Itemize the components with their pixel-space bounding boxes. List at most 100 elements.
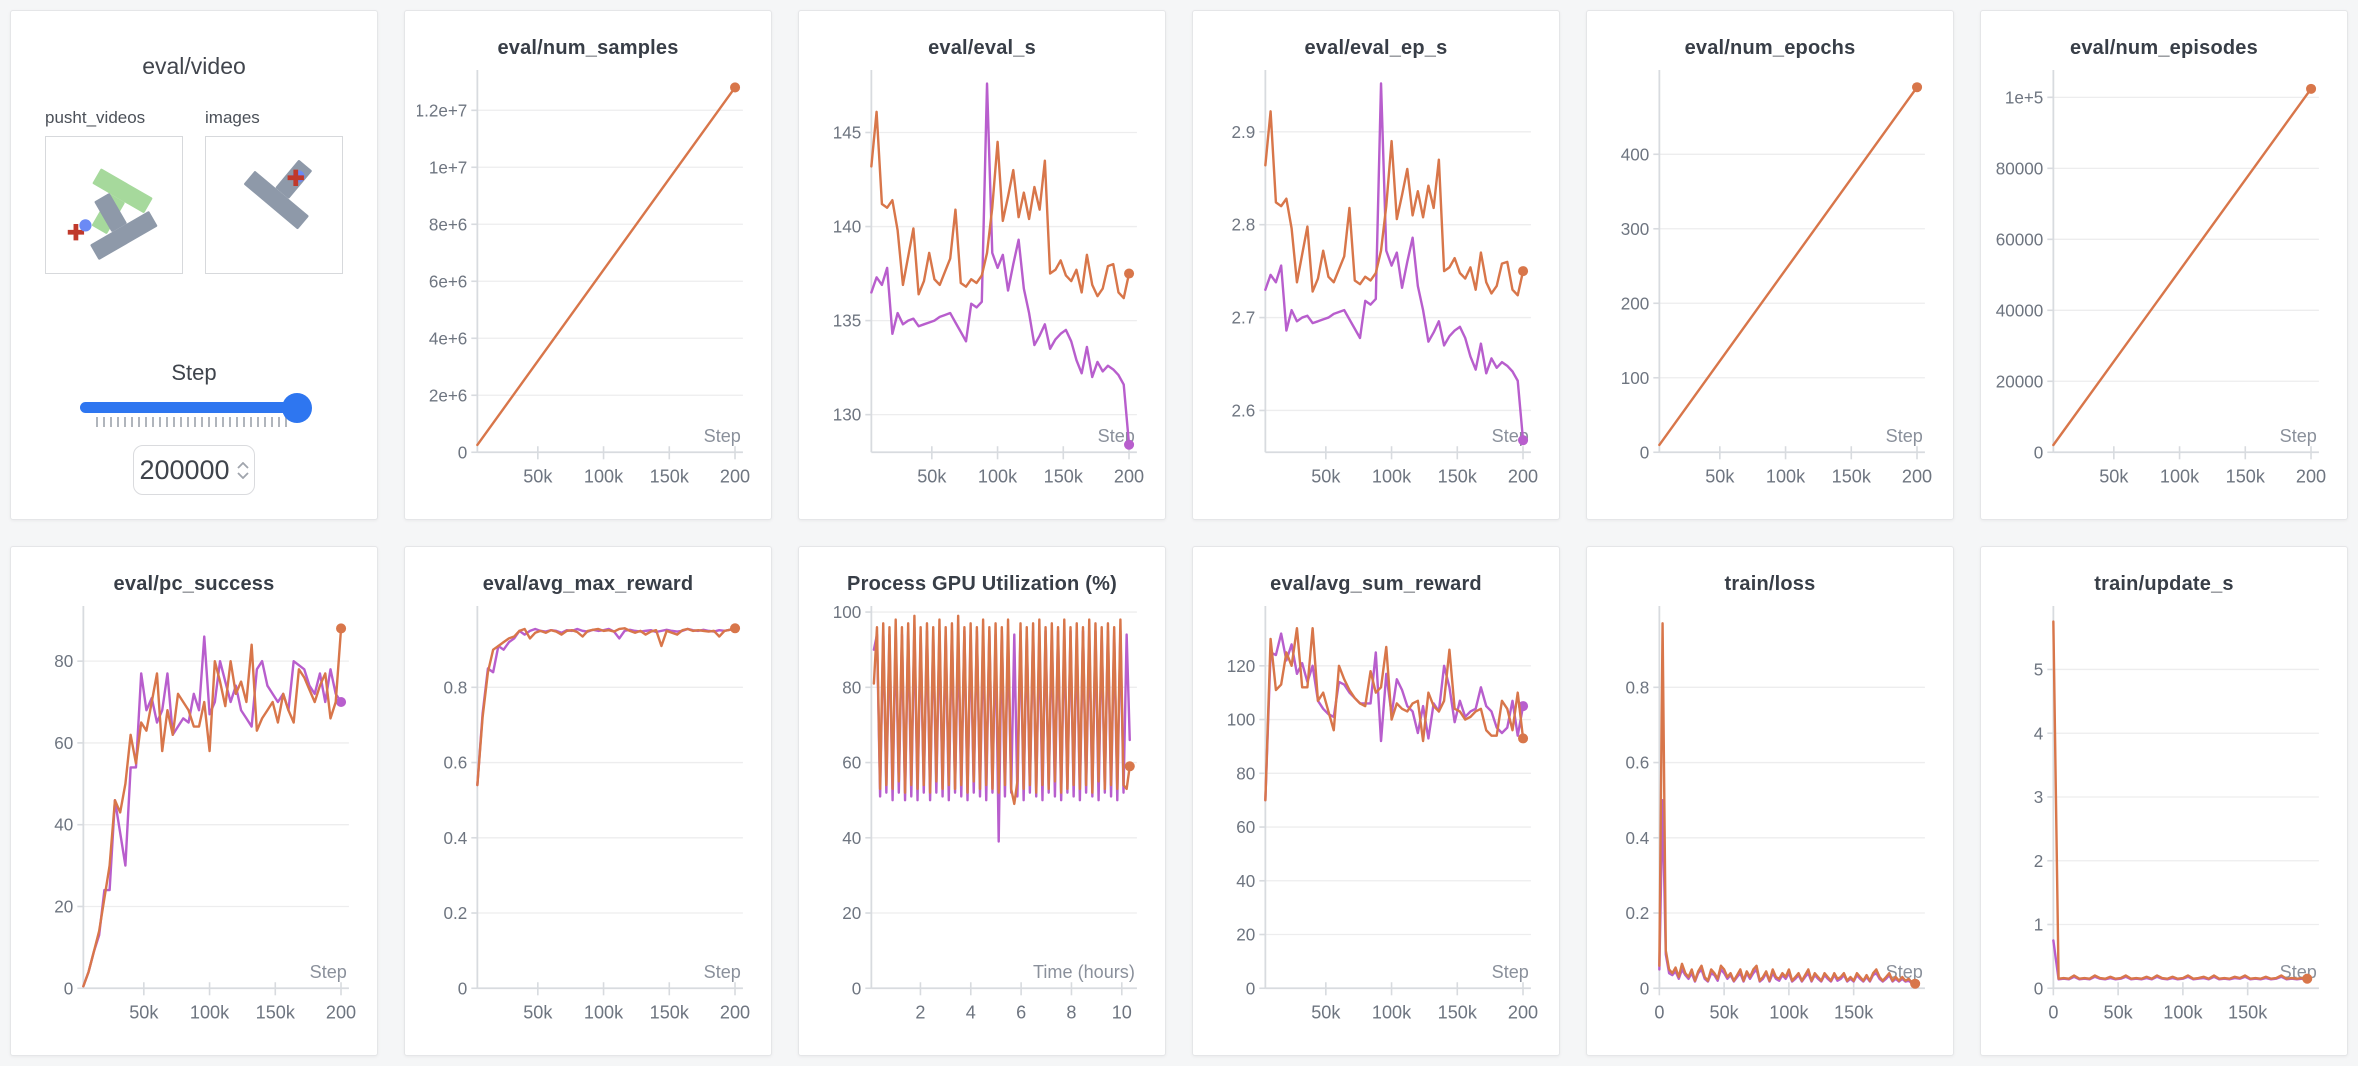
stepper-up-icon[interactable]: [236, 461, 249, 469]
panel-eval-num-episodes: eval/num_episodes 0 20000 40000 60000 80000 1…: [1980, 10, 2348, 520]
x-tick-label: 200: [720, 466, 750, 486]
chart-process-gpu-utilization[interactable]: 0 20 40 60 80 100 2 4 6 8 10 Time (hours): [811, 600, 1153, 1043]
x-tick-label: 100k: [1766, 466, 1806, 486]
step-slider-label: Step: [171, 360, 217, 385]
chart-title: eval/pc_success: [113, 573, 275, 595]
step-input[interactable]: 200000: [133, 445, 255, 495]
images-thumbnail[interactable]: [205, 136, 343, 274]
green-t-bar: [92, 168, 153, 213]
y-tick-label: 0.4: [444, 829, 468, 848]
x-tick-label: 8: [1066, 1002, 1076, 1022]
series-line-run-orange: [476, 627, 737, 787]
goal-cross-icon: [67, 224, 85, 241]
chart-eval-pc-success[interactable]: 0 20 40 60 80 50k 100k 150k 200 Step: [23, 600, 365, 1043]
x-tick-label: 50k: [1710, 1002, 1740, 1022]
step-slider-track[interactable]: [80, 392, 312, 423]
stepper-down-icon[interactable]: [236, 471, 249, 479]
x-tick-label: 100k: [2160, 466, 2200, 486]
y-tick-label: 80000: [1996, 159, 2044, 178]
y-tick-label: 145: [833, 124, 862, 143]
series-line-run-orange: [872, 614, 1131, 806]
media-row: pusht_videos: [33, 108, 355, 274]
x-tick-label: 100k: [1372, 466, 1412, 486]
x-tick-label: 2: [915, 1002, 925, 1022]
x-tick-label: 50k: [2099, 466, 2129, 486]
x-tick-label: 0: [2048, 1002, 2058, 1022]
x-tick-label: 100k: [2163, 1002, 2203, 1022]
chart-eval-num-episodes[interactable]: 0 20000 40000 60000 80000 1e+5 50k 100k 150k 200 S…: [1993, 64, 2335, 507]
x-tick-label: 100k: [190, 1002, 230, 1022]
x-tick-label: 0: [1654, 1002, 1664, 1022]
panel-eval-avg-sum-reward: eval/avg_sum_reward 0 20 40 60 80 100 120 50k 10…: [1192, 546, 1560, 1056]
chart-title: eval/avg_sum_reward: [1270, 573, 1482, 595]
y-tick-label: 40: [842, 829, 861, 848]
y-tick-label: 0.8: [1626, 678, 1650, 697]
gray-t-stem: [94, 193, 127, 232]
y-tick-label: 80: [842, 678, 861, 697]
y-tick-label: 0.2: [444, 904, 468, 923]
y-tick-label: 135: [833, 312, 862, 331]
pusht-video-thumbnail[interactable]: [45, 136, 183, 274]
y-tick-label: 0.4: [1626, 829, 1650, 848]
x-tick-label: 150k: [1438, 1002, 1478, 1022]
y-tick-label: 0: [1246, 979, 1256, 998]
chart-eval-num-epochs[interactable]: 0 100 200 300 400 50k 100k 150k 200 Step: [1599, 64, 1941, 507]
x-tick-label: 200: [1508, 466, 1538, 486]
step-control: Step 200000: [33, 360, 355, 495]
y-tick-label: 0: [852, 979, 862, 998]
series-end-dot-run-orange: [730, 82, 741, 93]
panel-train-update-s: train/update_s 0 1 2 3 4 5 0 50k 100k 150k Step: [1980, 546, 2348, 1056]
panel-eval-avg-max-reward: eval/avg_max_reward 0 0.2 0.4 0.6 0.8 50k 100k…: [404, 546, 772, 1056]
panel-train-loss: train/loss 0 0.2 0.4 0.6 0.8 0 50k 100k 150k Step: [1586, 546, 1954, 1056]
panel-eval-eval-s: eval/eval_s 130 135 140 145 50k 100k 150k 200 St…: [798, 10, 1166, 520]
x-axis-label: Step: [704, 426, 741, 446]
x-tick-label: 200: [326, 1002, 356, 1022]
chart-eval-num-samples[interactable]: 0 2e+6 4e+6 6e+6 8e+6 1e+7 1.2e+7 50k 100k 150k 20…: [417, 64, 759, 507]
y-tick-label: 2.6: [1232, 401, 1256, 420]
x-tick-label: 150k: [256, 1002, 296, 1022]
series-end-dot-run-purple: [1518, 435, 1529, 446]
step-stepper[interactable]: [236, 461, 249, 479]
step-input-value[interactable]: 200000: [139, 454, 230, 485]
y-tick-label: 60: [842, 754, 861, 773]
y-tick-label: 1.2e+7: [417, 101, 467, 120]
y-tick-label: 120: [1227, 657, 1256, 676]
chart-title: train/loss: [1724, 573, 1816, 595]
x-tick-label: 200: [720, 1002, 750, 1022]
x-tick-label: 150k: [1834, 1002, 1874, 1022]
y-tick-label: 2: [2034, 852, 2044, 871]
chart-eval-avg-max-reward[interactable]: 0 0.2 0.4 0.6 0.8 50k 100k 150k 200 Step: [417, 600, 759, 1043]
media-pusht-videos: pusht_videos: [45, 108, 183, 274]
series-end-dot-run-orange: [2306, 83, 2317, 94]
step-slider-thumb[interactable]: [282, 392, 312, 423]
chart-title: Process GPU Utilization (%): [847, 573, 1117, 595]
x-tick-label: 150k: [2226, 466, 2266, 486]
chart-eval-avg-sum-reward[interactable]: 0 20 40 60 80 100 120 50k 100k 150k 200 Step: [1205, 600, 1547, 1043]
y-tick-label: 1: [2034, 916, 2044, 935]
y-tick-label: 0: [1640, 979, 1650, 998]
step-slider[interactable]: [80, 392, 312, 427]
series-end-dot-run-purple: [1124, 439, 1135, 450]
x-axis-label: Step: [2280, 426, 2317, 446]
x-axis-label: Step: [704, 962, 741, 982]
y-tick-label: 0.2: [1626, 904, 1650, 923]
panel-title-eval-video: eval/video: [142, 53, 246, 79]
y-tick-label: 130: [833, 406, 862, 425]
x-tick-label: 200: [2296, 466, 2326, 486]
series-line-run-orange: [476, 86, 737, 447]
panel-eval-video: eval/video pusht_videos: [10, 10, 378, 520]
y-tick-label: 200: [1621, 294, 1650, 313]
y-tick-label: 0.8: [444, 678, 468, 697]
y-tick-label: 20: [54, 898, 73, 917]
x-tick-label: 50k: [1311, 466, 1341, 486]
y-tick-label: 40000: [1996, 301, 2044, 320]
x-axis-label: Step: [1886, 426, 1923, 446]
x-tick-label: 50k: [2104, 1002, 2134, 1022]
y-tick-label: 100: [1227, 711, 1256, 730]
x-axis-label: Time (hours): [1033, 962, 1135, 982]
chart-title: eval/num_episodes: [2070, 37, 2258, 59]
